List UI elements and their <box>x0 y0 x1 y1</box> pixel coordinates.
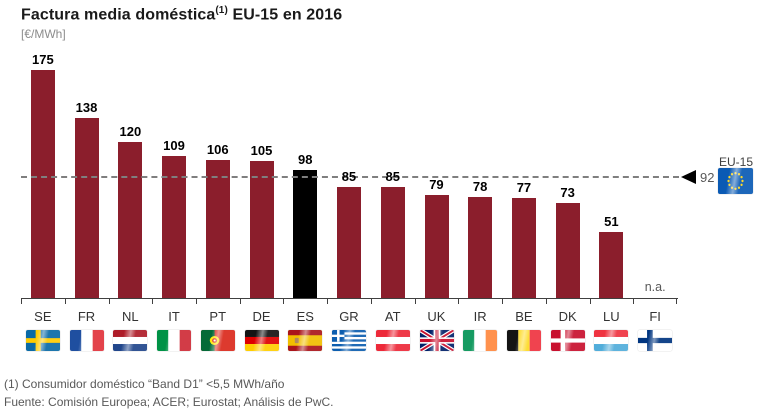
value-label-dk: 73 <box>560 185 575 200</box>
value-label-de: 105 <box>250 143 273 159</box>
category-label-it: IT <box>168 309 180 324</box>
category-label-se: SE <box>34 309 52 324</box>
category-label-de: DE <box>252 309 271 324</box>
value-label-be: 77 <box>516 179 532 195</box>
category-label-uk: UK <box>427 309 446 324</box>
category-label-fr: FR <box>77 309 96 324</box>
value-label-fr: 138 <box>75 100 98 116</box>
axis-tick <box>327 299 329 304</box>
flag-at-icon <box>375 330 410 351</box>
value-label-es: 98 <box>298 152 313 168</box>
bar-be <box>511 197 536 298</box>
flag-lu-icon <box>594 330 629 351</box>
axis-tick <box>152 299 154 304</box>
value-label-ir: 78 <box>472 178 488 194</box>
value-label-nl: 120 <box>119 123 142 139</box>
category-label-gr: GR <box>339 309 359 324</box>
axis-tick <box>458 299 460 304</box>
bar-dk <box>555 203 580 298</box>
flag-be-icon <box>506 330 541 351</box>
category-label-ir: IR <box>473 309 487 324</box>
flag-fr-icon <box>69 330 104 351</box>
flag-pt-icon <box>200 330 235 351</box>
category-label-be: BE <box>515 309 533 324</box>
axis-tick <box>21 299 22 304</box>
eu15-label: EU-15 <box>718 155 753 170</box>
value-label-uk: 79 <box>429 177 444 193</box>
page-title: Factura media doméstica(1) EU-15 en 2016 <box>21 5 342 24</box>
axis-tick <box>195 299 197 304</box>
value-label-gr: 85 <box>341 169 357 185</box>
eu15-average-line <box>21 176 679 179</box>
flag-eu-icon <box>718 168 753 195</box>
category-axis-row: SE FR NL IT PT DE ES GR AT UK IR BE DK LU FI <box>21 298 677 360</box>
flag-it-icon <box>157 330 192 351</box>
bar-chart: 92 EU-15 175 138 120 109 106 105 98 85 85 79 78 77 73 5… <box>21 52 753 304</box>
category-label-fi: FI <box>649 309 661 324</box>
unit-label: [€/MWh] <box>21 27 66 41</box>
page-title-main: Factura media doméstica <box>21 6 216 24</box>
flag-es-icon <box>288 330 323 351</box>
bar-gr <box>337 187 361 298</box>
bar-fr <box>74 118 99 298</box>
page-title-footnote-ref: (1) <box>215 5 228 16</box>
bar-at <box>380 187 405 298</box>
category-label-lu: LU <box>603 309 620 324</box>
axis-tick <box>239 299 241 304</box>
bar-uk <box>424 195 449 298</box>
axis-tick <box>633 299 635 304</box>
x-axis <box>21 298 678 299</box>
value-label-pt: 106 <box>206 142 229 157</box>
value-label-fi: n.a. <box>644 280 666 294</box>
category-label-at: AT <box>384 309 401 324</box>
category-label-dk: DK <box>558 309 577 324</box>
source-text: Fuente: Comisión Europea; ACER; Eurostat… <box>4 395 334 409</box>
flag-gr-icon <box>332 330 366 351</box>
bar-lu <box>599 231 624 298</box>
bar-ir <box>468 196 493 298</box>
bar-pt <box>205 160 230 298</box>
left-arrow-icon <box>681 170 696 185</box>
axis-tick <box>108 299 110 304</box>
footnote-text: (1) Consumidor doméstico “Band D1” <5,5 … <box>4 377 285 391</box>
bar-it <box>162 156 187 298</box>
bar-nl <box>118 141 143 298</box>
category-label-es: ES <box>296 309 314 324</box>
axis-tick <box>414 299 416 304</box>
axis-tick <box>589 299 591 304</box>
flag-de-icon <box>244 330 279 351</box>
axis-tick <box>283 299 285 304</box>
axis-tick <box>676 299 677 304</box>
value-label-se: 175 <box>31 52 54 68</box>
bar-es <box>293 170 318 298</box>
category-label-nl: NL <box>122 309 139 324</box>
bar-de <box>249 161 274 298</box>
axis-tick <box>502 299 504 304</box>
value-label-it: 109 <box>163 138 185 154</box>
category-label-pt: PT <box>209 309 227 324</box>
value-label-lu: 51 <box>604 213 619 229</box>
eu15-average-value: 92 <box>700 170 715 186</box>
bar-se <box>30 70 55 298</box>
flag-ir-icon <box>463 330 498 351</box>
axis-tick <box>545 299 547 304</box>
flag-se-icon <box>25 330 60 351</box>
axis-tick <box>64 299 66 304</box>
flag-fi-icon <box>638 330 673 351</box>
value-label-at: 85 <box>385 169 400 185</box>
axis-tick <box>370 299 372 304</box>
flag-nl-icon <box>113 330 148 351</box>
flag-dk-icon <box>550 330 585 351</box>
flag-uk-icon <box>419 330 454 351</box>
page-title-rest: EU-15 en 2016 <box>227 6 343 24</box>
